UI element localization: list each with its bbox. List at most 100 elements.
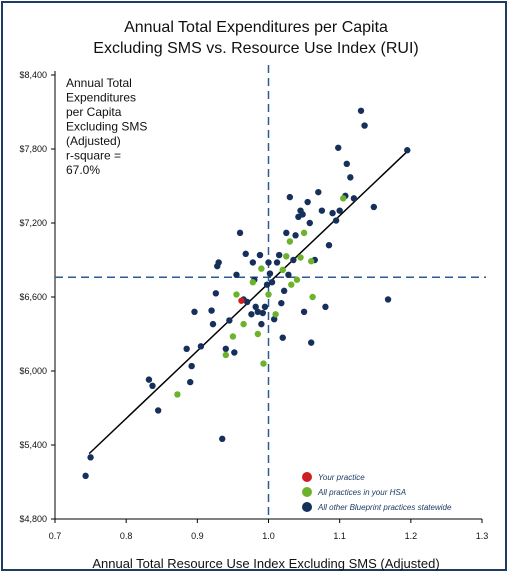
statewide-practice-point (350, 195, 358, 202)
statewide-practice-point (278, 299, 285, 307)
statewide-practice-point (215, 259, 222, 266)
statewide-practice-point (208, 307, 215, 314)
hsa-practice-point (174, 391, 181, 398)
statewide-practice-point (286, 193, 294, 201)
legend-label: All practices in your HSA (317, 488, 406, 497)
statewide-practice-point (266, 270, 274, 277)
statewide-practice-point (357, 107, 365, 114)
statewide-practice-point (292, 232, 299, 239)
statewide-practice-point (226, 317, 233, 324)
data-points (82, 107, 411, 480)
hsa-practice-point (272, 311, 279, 318)
statewide-practice-point (219, 435, 226, 443)
statewide-practice-point (318, 207, 326, 214)
legend-marker (302, 487, 312, 497)
statewide-practice-point (252, 303, 259, 311)
y-tick-label: $4,800 (19, 514, 47, 524)
y-tick-label: $7,200 (19, 218, 47, 228)
hsa-practice-point (229, 333, 237, 340)
hsa-practice-point (293, 276, 301, 283)
y-tick-label: $7,800 (19, 144, 47, 154)
statewide-practice-point (404, 147, 411, 154)
statewide-practice-point (347, 174, 354, 181)
annotation-line: (Adjusted) (66, 134, 121, 148)
annotation-line: r-square = (66, 149, 121, 163)
statewide-practice-point (191, 308, 198, 315)
annotation-line: Excluding SMS (66, 120, 147, 134)
statewide-practice-point (336, 207, 343, 214)
statewide-practice-point (332, 217, 340, 224)
x-tick-label: 1.2 (405, 531, 418, 541)
legend-label: Your practice (318, 473, 365, 482)
legend-marker (302, 502, 312, 512)
statewide-practice-point (236, 229, 244, 237)
statewide-practice-point (256, 251, 264, 259)
annotation-line: 67.0% (66, 163, 100, 177)
legend-marker (302, 472, 312, 482)
statewide-practice-point (285, 271, 292, 278)
x-tick-label: 0.9 (191, 531, 204, 541)
y-tick-label: $8,400 (19, 70, 47, 80)
statewide-practice-point (154, 407, 162, 414)
hsa-practice-point (249, 279, 257, 286)
x-tick-label: 1.3 (476, 531, 489, 541)
hsa-practice-point (254, 330, 262, 338)
y-tick-label: $6,600 (19, 292, 47, 302)
statewide-practice-point (370, 203, 378, 211)
statewide-practice-point (315, 188, 322, 196)
annotation-line: Annual Total (66, 76, 132, 90)
statewide-practice-point (231, 349, 238, 356)
statewide-practice-point (87, 454, 94, 461)
statewide-practice-point (145, 376, 153, 383)
statewide-practice-point (243, 298, 251, 306)
statewide-practice-point (300, 308, 308, 315)
statewide-practice-point (82, 472, 89, 480)
x-tick-label: 1.1 (333, 531, 346, 541)
hsa-practice-point (279, 266, 286, 274)
statewide-practice-point (270, 316, 278, 323)
statewide-practice-point (233, 271, 240, 278)
x-tick-label: 1.0 (262, 531, 275, 541)
statewide-practice-point (183, 345, 190, 352)
annotation-line: Expenditures (66, 91, 136, 105)
statewide-practice-point (261, 303, 269, 311)
statewide-practice-point (335, 144, 342, 151)
x-tick-label: 0.8 (120, 531, 133, 541)
y-tick-label: $6,000 (19, 366, 47, 376)
hsa-practice-point (286, 238, 294, 245)
hsa-practice-point (288, 281, 295, 288)
statewide-practice-point (265, 259, 272, 266)
statewide-practice-point (259, 309, 267, 317)
statewide-practice-point (299, 211, 306, 218)
statewide-practice-point (187, 378, 194, 386)
your-practice-point (238, 297, 245, 304)
hsa-practice-point (233, 291, 240, 298)
legend-label: All other Blueprint practices statewide (317, 503, 452, 512)
statewide-practice-point (275, 251, 283, 259)
hsa-practice-point (258, 265, 265, 272)
statewide-practice-point (258, 320, 265, 328)
statewide-practice-point (329, 209, 336, 217)
hsa-practice-point (300, 229, 308, 237)
statewide-practice-point (343, 160, 350, 167)
hsa-practice-point (222, 351, 229, 359)
statewide-practice-point (188, 362, 195, 370)
hsa-practice-point (260, 360, 267, 367)
statewide-practice-point (197, 343, 205, 350)
statewide-practice-point (306, 219, 313, 227)
legend: Your practice All practices in your HSA Al… (302, 472, 452, 512)
statewide-practice-point (212, 290, 220, 297)
statewide-practice-point (283, 229, 290, 237)
statewide-practice-point (322, 303, 329, 311)
y-tick-label: $5,400 (19, 440, 47, 450)
statewide-practice-point (361, 122, 368, 129)
statewide-practice-point (263, 281, 271, 288)
hsa-practice-point (240, 320, 247, 328)
statewide-practice-point (290, 256, 297, 264)
hsa-practice-point (297, 254, 304, 261)
statewide-practice-point (280, 287, 288, 295)
statewide-practice-point (248, 311, 255, 318)
statewide-practice-point (384, 296, 392, 303)
statewide-practice-point (149, 382, 156, 389)
